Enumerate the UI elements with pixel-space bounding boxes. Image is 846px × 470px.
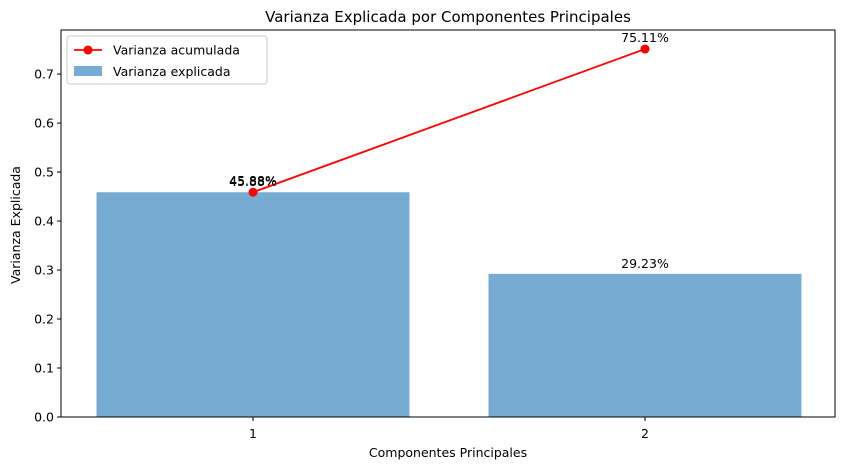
legend-label-explained: Varianza explicada (113, 64, 231, 79)
x-tick-label: 2 (641, 426, 649, 441)
bar-data-label: 29.23% (621, 256, 669, 271)
y-tick-label: 0.6 (34, 116, 54, 131)
plot-area: 0.00.10.20.30.40.50.60.71 245.88%29.23%45… (34, 29, 836, 441)
y-tick-label: 0.5 (34, 165, 54, 180)
y-tick-label: 0.3 (34, 263, 54, 278)
plot-frame (60, 29, 836, 418)
y-tick-label: 0.4 (34, 214, 54, 229)
x-axis-label: Componentes Principales (369, 445, 527, 460)
chart-title: Varianza Explicada por Componentes Princ… (265, 8, 631, 26)
legend-box (66, 35, 268, 85)
cumulative-variance-point (640, 44, 650, 54)
y-tick-label: 0.2 (34, 312, 54, 327)
bar-component-2 (488, 273, 802, 417)
legend-label-cumulative: Varianza acumulada (113, 43, 240, 58)
legend-bar-swatch (74, 66, 102, 76)
bar-component-1 (96, 192, 410, 417)
y-axis-label: Varianza Explicada (8, 166, 23, 284)
cumulative-variance-line (252, 48, 646, 194)
bar-data-label: 45.88% (229, 174, 277, 189)
x-tick-label: 1 (249, 426, 257, 441)
y-tick-label: 0.1 (34, 361, 54, 376)
legend-line-marker (83, 45, 93, 55)
line-data-label: 45.88% (229, 173, 277, 188)
y-tick-label: 0.7 (34, 67, 54, 82)
cumulative-variance-point (248, 187, 258, 197)
y-tick-label: 0.0 (34, 410, 54, 425)
line-data-label: 75.11% (621, 30, 669, 45)
